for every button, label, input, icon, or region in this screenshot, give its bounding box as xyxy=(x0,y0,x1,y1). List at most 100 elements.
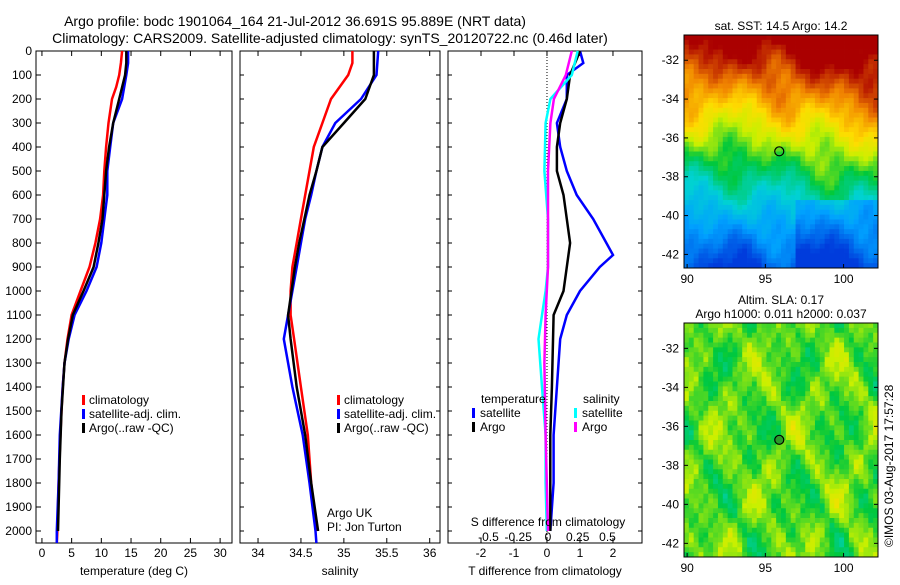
map-cell xyxy=(717,229,724,235)
map-cell xyxy=(776,488,782,495)
map-cell xyxy=(844,195,850,201)
map-cell xyxy=(858,39,864,46)
map-cell xyxy=(761,440,767,446)
map-cell xyxy=(805,190,811,196)
map-cell xyxy=(810,323,816,329)
map-cell xyxy=(795,479,801,485)
map-cell xyxy=(863,488,869,495)
map-cell xyxy=(824,112,830,118)
map-cell xyxy=(829,83,835,89)
map-cell xyxy=(693,117,699,123)
map-frame xyxy=(683,34,879,269)
map-cell xyxy=(805,342,811,348)
map-cell xyxy=(839,102,845,109)
map-cell xyxy=(708,552,714,558)
map-cell xyxy=(839,190,845,196)
map-cell xyxy=(844,93,850,99)
map-cell xyxy=(844,200,850,206)
map-cell xyxy=(800,362,806,368)
map-cell xyxy=(873,401,879,407)
x2-tick-label: 0.5 xyxy=(599,530,616,544)
map-cell xyxy=(703,93,709,99)
map-cell xyxy=(747,64,753,70)
map-cell xyxy=(761,508,767,514)
map-cell xyxy=(853,518,859,524)
map-cell xyxy=(751,112,758,118)
y-tick-label: 200 xyxy=(12,92,32,106)
map-cell xyxy=(751,493,758,499)
map-cell xyxy=(771,214,777,220)
map-cell xyxy=(742,258,748,264)
map-cell xyxy=(829,513,835,519)
map-cell xyxy=(795,229,801,235)
map-cell xyxy=(819,219,826,225)
map-cell xyxy=(708,401,714,407)
map-cell xyxy=(805,102,811,109)
map-cell xyxy=(781,532,787,538)
map-cell xyxy=(727,93,733,99)
map-cell xyxy=(790,209,796,215)
imos-footer: ©IMOS 03-Aug-2017 17:57:28 xyxy=(882,384,896,547)
y-tick-label: 1700 xyxy=(5,452,32,466)
map-cell xyxy=(713,185,719,191)
map-cell xyxy=(800,366,806,373)
map-cell xyxy=(868,102,874,109)
map-cell xyxy=(708,166,714,172)
map-cell xyxy=(732,425,738,431)
map-cell xyxy=(698,503,704,509)
map-cell xyxy=(824,498,830,504)
map-cell xyxy=(824,371,830,378)
map-cell xyxy=(747,170,753,177)
map-cell xyxy=(785,204,792,211)
map-cell xyxy=(756,229,762,235)
map-cell xyxy=(766,376,772,382)
map-cell xyxy=(819,253,826,259)
map-cell xyxy=(853,209,859,215)
map-cell xyxy=(693,362,699,368)
map-cell xyxy=(805,112,811,118)
map-cell xyxy=(839,175,845,182)
map-cell xyxy=(737,440,743,446)
map-cell xyxy=(756,503,762,509)
map-cell xyxy=(790,117,796,123)
map-cell xyxy=(785,366,792,373)
map-cell xyxy=(834,459,840,465)
map-cell xyxy=(751,229,758,235)
map-cell xyxy=(790,98,796,104)
map-cell xyxy=(684,323,690,329)
map-cell xyxy=(868,127,874,133)
map-cell xyxy=(737,170,743,177)
map-cell xyxy=(713,337,719,343)
map-cell xyxy=(693,435,699,441)
map-cell xyxy=(708,127,714,133)
map-cell xyxy=(737,503,743,509)
map-cell xyxy=(688,347,695,353)
map-cell xyxy=(693,59,699,65)
map-cell xyxy=(790,170,796,177)
map-cell xyxy=(732,49,738,55)
map-cell xyxy=(810,214,816,220)
map-cell xyxy=(863,342,869,348)
map-cell xyxy=(868,488,874,495)
map-cell xyxy=(848,156,855,162)
map-cell xyxy=(785,229,792,235)
map-cell xyxy=(819,469,826,475)
map-cell xyxy=(829,381,835,387)
map-cell xyxy=(819,112,826,118)
map-cell xyxy=(717,98,724,104)
map-cell xyxy=(785,440,792,446)
argo-location-marker xyxy=(774,434,785,445)
map-cell xyxy=(727,132,733,138)
map-cell xyxy=(873,479,879,485)
map-cell xyxy=(795,483,801,490)
map-cell xyxy=(824,440,830,446)
map-cell xyxy=(848,527,855,534)
map-cell xyxy=(810,410,816,417)
map-cell xyxy=(747,376,753,382)
map-cell xyxy=(708,337,714,343)
map-cell xyxy=(844,88,850,94)
map-cell xyxy=(684,547,690,553)
map-cell xyxy=(863,166,869,172)
map-cell xyxy=(863,224,869,230)
map-cell xyxy=(868,258,874,264)
